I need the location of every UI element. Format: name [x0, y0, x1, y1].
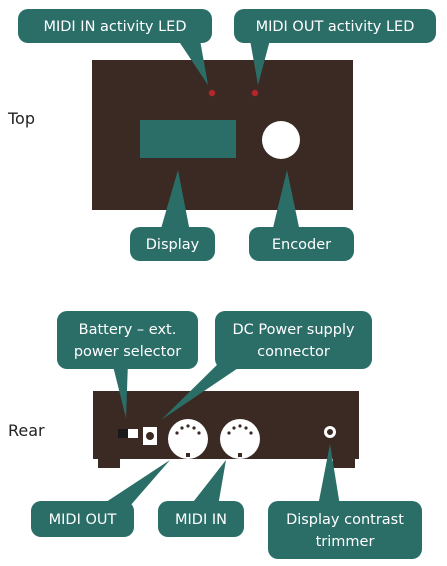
callout-midi-in-text: MIDI IN [175, 512, 227, 528]
display-screen [140, 120, 236, 158]
rear-foot-left [98, 459, 120, 468]
callout-midi-in: MIDI IN [158, 460, 244, 537]
callout-midi-in-led-text: MIDI IN activity LED [43, 19, 186, 35]
callout-dc-power-line1: DC Power supply [232, 322, 355, 338]
midi-out-din-connector [168, 419, 208, 459]
callout-midi-out-led-text: MIDI OUT activity LED [256, 19, 415, 35]
encoder-knob [262, 121, 300, 159]
rear-foot-right [333, 459, 355, 468]
callout-display-text: Display [146, 237, 200, 253]
callout-contrast-trimmer-line2: trimmer [316, 534, 375, 550]
callout-encoder-text: Encoder [272, 237, 331, 253]
callout-midi-out: MIDI OUT [31, 460, 170, 537]
midi-out-led [251, 89, 259, 97]
callout-encoder: Encoder [249, 170, 354, 261]
callout-display: Display [130, 170, 215, 261]
dc-power-jack [143, 427, 157, 445]
callout-contrast-trimmer: Display contrast trimmer [268, 444, 422, 559]
callout-battery-selector-line1: Battery – ext. [79, 322, 177, 338]
top-view-label: Top [7, 109, 35, 128]
rear-view-label: Rear [8, 421, 45, 440]
callout-battery-selector-line2: power selector [74, 344, 181, 360]
callout-battery-selector: Battery – ext. power selector [57, 311, 198, 418]
battery-selector-switch [118, 429, 138, 438]
midi-in-led [208, 89, 216, 97]
contrast-trimmer [324, 426, 336, 438]
callout-midi-in-led: MIDI IN activity LED [18, 9, 212, 85]
callout-dc-power-line2: connector [257, 344, 330, 360]
callout-contrast-trimmer-line1: Display contrast [286, 512, 404, 528]
callout-dc-power: DC Power supply connector [161, 311, 372, 420]
midi-in-din-connector [220, 419, 260, 459]
callout-midi-out-text: MIDI OUT [49, 512, 117, 528]
callout-midi-out-led: MIDI OUT activity LED [234, 9, 436, 85]
